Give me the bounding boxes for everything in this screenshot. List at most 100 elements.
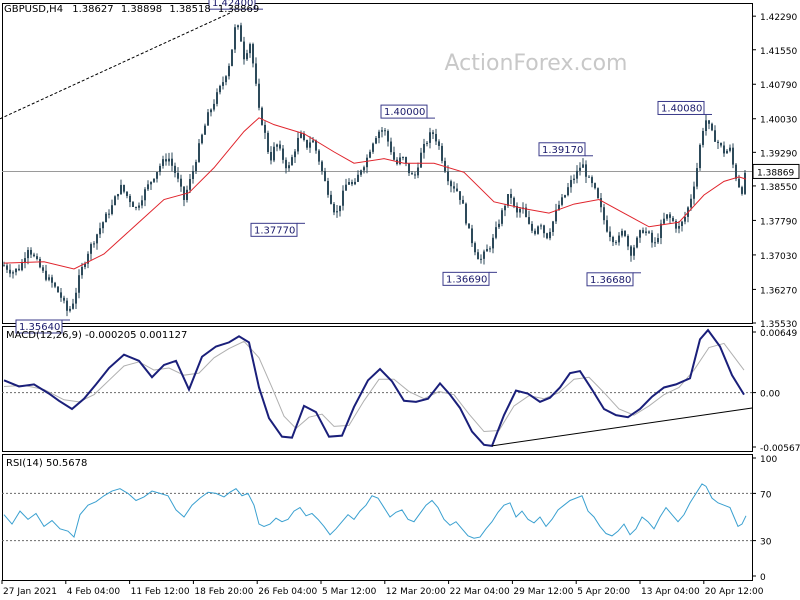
candle-body <box>96 234 98 244</box>
x-axis: 27 Jan 2021 4 Feb 04:00 11 Feb 12:00 18 Feb… <box>1 580 764 597</box>
candle-body <box>621 230 623 236</box>
price-annotation-label: 1.37770 <box>254 225 295 236</box>
header-open: 1.38627 <box>72 4 113 15</box>
candle-body <box>162 159 164 166</box>
candle-body <box>291 157 293 166</box>
candle-body <box>591 177 593 184</box>
candle-body <box>3 265 5 267</box>
rsi-guidelines <box>2 492 752 542</box>
candle-body <box>372 143 374 152</box>
candle-body <box>681 221 683 227</box>
candle-body <box>330 194 332 204</box>
candle-body <box>288 165 290 169</box>
candle-body <box>618 235 620 243</box>
candle-body <box>60 292 62 298</box>
candle-body <box>675 220 677 229</box>
candle-body <box>636 237 638 248</box>
candle-body <box>630 246 632 256</box>
candle-body <box>36 256 38 259</box>
candle-body <box>684 216 686 222</box>
candle-body <box>51 277 53 283</box>
candle-body <box>195 161 197 172</box>
candle-body <box>186 189 188 200</box>
candle-body <box>312 140 314 143</box>
candle-body <box>657 238 659 243</box>
candle-body <box>69 308 71 311</box>
candle-body <box>483 251 485 259</box>
candle-body <box>633 247 635 256</box>
candle-body <box>420 152 422 168</box>
candle-body <box>561 197 563 205</box>
candle-body <box>492 237 494 249</box>
current-price-label: 1.38869 <box>757 168 794 178</box>
candle-body <box>387 130 389 142</box>
x-tick-label: 20 Apr 12:00 <box>705 587 764 597</box>
candle-body <box>9 269 11 274</box>
candle-body <box>606 220 608 232</box>
candle-body <box>201 134 203 144</box>
candle-body <box>438 141 440 146</box>
macd-y-tick-label: 0.00 <box>760 390 780 400</box>
candle-body <box>540 225 542 227</box>
candle-body <box>279 144 281 149</box>
candle-body <box>525 207 527 218</box>
candle-body <box>117 194 119 197</box>
candle-body <box>240 25 242 42</box>
candle-body <box>510 194 512 198</box>
price-annotation-box <box>208 0 256 10</box>
candle-body <box>738 178 740 188</box>
candle-body <box>168 158 170 162</box>
candle-body <box>651 232 653 243</box>
candle-body <box>714 130 716 142</box>
candle-body <box>390 141 392 153</box>
candle-body <box>588 176 590 178</box>
candle-body <box>549 231 551 239</box>
candle-body <box>306 139 308 148</box>
candle-body <box>639 230 641 238</box>
price-y-tick-label: 1.36270 <box>760 286 797 296</box>
candle-body <box>546 233 548 239</box>
macd-y-tick-label: 0.00649 <box>760 329 797 339</box>
price-annotation-label: 1.42400 <box>212 0 253 9</box>
candle-body <box>375 138 377 144</box>
candle-body <box>177 172 179 179</box>
candle-body <box>729 147 731 151</box>
price-annotation-box <box>15 319 63 334</box>
candle-body <box>285 159 287 169</box>
price-annotation-label: 1.40080 <box>661 103 702 114</box>
candle-body <box>486 249 488 252</box>
x-tick-label: 12 Mar 20:00 <box>386 587 446 597</box>
candle-body <box>585 164 587 177</box>
price-y-tick-label: 1.39290 <box>760 149 797 159</box>
rsi-y-tick-label: 70 <box>760 490 772 500</box>
macd-y-axis: 0.00649 0.00 -0.005679 <box>752 329 800 454</box>
candle-body <box>156 172 158 179</box>
candle-body <box>603 207 605 221</box>
candle-body <box>54 282 56 287</box>
candle-body <box>165 159 167 162</box>
candle-body <box>447 171 449 182</box>
candle-body <box>450 181 452 187</box>
candle-body <box>465 203 467 224</box>
candle-body <box>246 53 248 60</box>
candle-body <box>231 49 233 66</box>
candle-body <box>276 144 278 147</box>
candle-body <box>138 205 140 208</box>
candle-body <box>333 203 335 213</box>
x-tick-label: 13 Apr 04:00 <box>641 587 700 597</box>
price-y-tick-label: 1.35530 <box>760 320 797 330</box>
panel-frame <box>2 454 753 581</box>
candle-body <box>645 231 647 233</box>
candle-body <box>384 130 386 132</box>
macd-trendline <box>491 407 753 447</box>
candle-body <box>84 263 86 267</box>
candle-body <box>249 44 251 54</box>
candle-body <box>15 268 17 273</box>
header-high: 1.38898 <box>121 4 162 15</box>
candle-body <box>417 167 419 176</box>
candle-body <box>57 286 59 293</box>
macd-y-tick-label: -0.005679 <box>760 444 800 454</box>
candle-body <box>102 222 104 229</box>
candle-body <box>270 151 272 161</box>
candle-body <box>543 225 545 234</box>
